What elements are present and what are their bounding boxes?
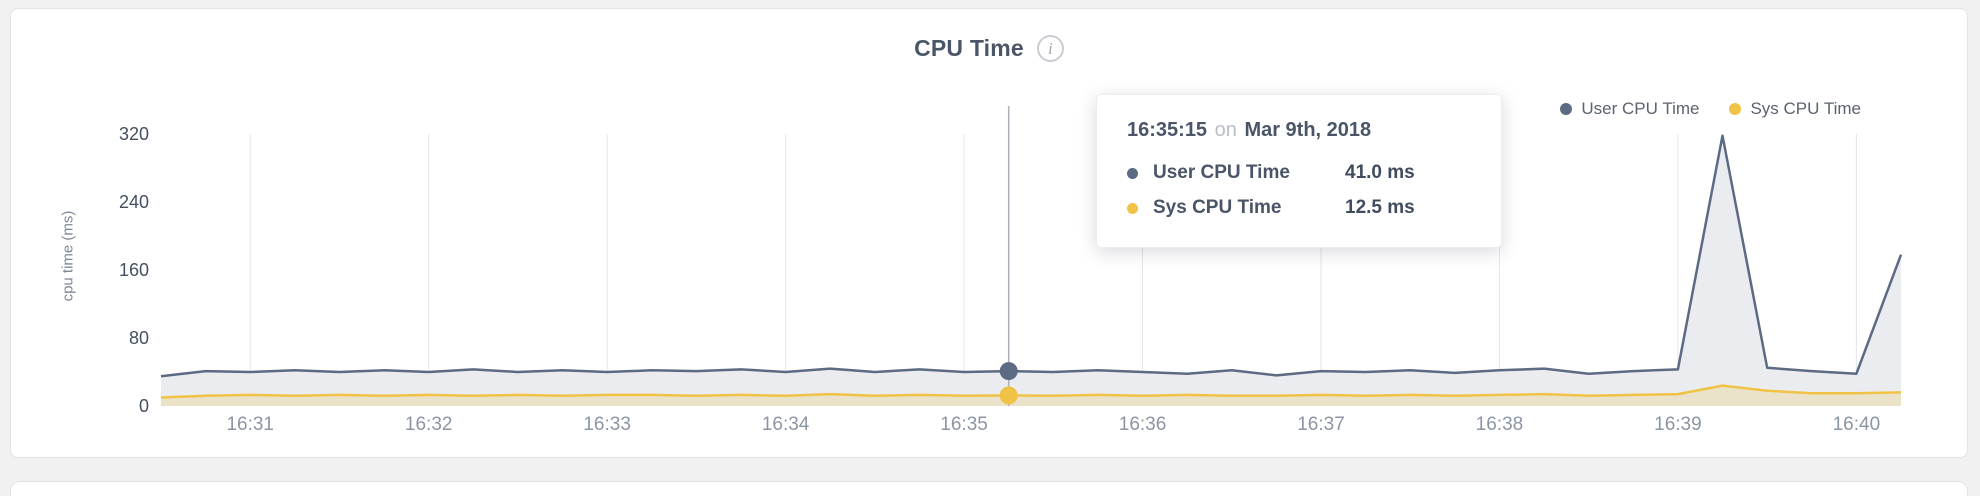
tooltip-title: 16:35:15 on Mar 9th, 2018	[1127, 119, 1473, 142]
x-tick-label: 16:40	[1832, 414, 1881, 435]
next-card-top-edge	[10, 481, 1968, 496]
y-tick-label: 320	[118, 124, 149, 144]
chart-legend: User CPU Time Sys CPU Time	[1560, 99, 1861, 119]
tooltip-series-value: 12.5 ms	[1345, 197, 1415, 218]
tooltip-row-sys-cpu-time: Sys CPU Time 12.5 ms	[1127, 197, 1473, 219]
legend-label: User CPU Time	[1581, 99, 1700, 118]
chart-title: CPU Time	[914, 35, 1024, 61]
y-tick-label: 240	[118, 192, 149, 212]
x-tick-label: 16:34	[761, 414, 810, 435]
x-tick-label: 16:33	[583, 414, 631, 435]
legend-item-sys-cpu-time[interactable]: Sys CPU Time	[1729, 99, 1861, 119]
x-tick-label: 16:39	[1654, 414, 1702, 435]
user-cpu-area	[161, 135, 1901, 406]
cpu-time-chart[interactable]	[160, 106, 1903, 406]
x-tick-label: 16:37	[1297, 414, 1345, 435]
legend-dot-icon	[1560, 103, 1573, 115]
tooltip-series-value: 41.0 ms	[1345, 162, 1415, 183]
x-tick-label: 16:31	[226, 414, 274, 435]
sys-cpu-line	[160, 384, 1902, 399]
hover-sys-dot	[999, 386, 1018, 405]
x-tick-label: 16:38	[1475, 414, 1524, 435]
tooltip-series-dot-icon	[1127, 167, 1138, 179]
tooltip-series-dot-icon	[1127, 202, 1138, 214]
x-tick-label: 16:35	[940, 414, 988, 435]
legend-item-user-cpu-time[interactable]: User CPU Time	[1560, 99, 1699, 119]
chart-tooltip: 16:35:15 on Mar 9th, 2018 User CPU Time 4…	[1096, 94, 1502, 248]
tooltip-date: Mar 9th, 2018	[1244, 119, 1372, 141]
x-axis-ticks: 16:31 16:32 16:33 16:34 16:35 16:36 16:37 16:38…	[161, 414, 1901, 440]
tooltip-series-label: User CPU Time	[1153, 162, 1290, 183]
hover-user-dot	[999, 362, 1018, 381]
tooltip-on-word: on	[1214, 119, 1237, 141]
card-header: CPU Time i	[11, 35, 1967, 62]
tooltip-series-label: Sys CPU Time	[1153, 197, 1282, 218]
tooltip-row-user-cpu-time: User CPU Time 41.0 ms	[1127, 162, 1473, 184]
info-icon[interactable]: i	[1036, 35, 1064, 62]
cpu-time-card: CPU Time i User CPU Time Sys CPU Time cpu…	[10, 8, 1968, 458]
tooltip-time: 16:35:15	[1127, 119, 1208, 141]
y-tick-label: 80	[128, 328, 149, 348]
tooltip-rows: User CPU Time 41.0 ms Sys CPU Time 12.5 ms	[1127, 162, 1473, 219]
user-cpu-line	[160, 134, 1903, 378]
x-tick-label: 16:32	[404, 414, 453, 435]
y-tick-label: 160	[118, 260, 149, 280]
x-tick-label: 16:36	[1118, 414, 1167, 435]
legend-dot-icon	[1729, 103, 1742, 115]
y-axis-ticks: 320 240 160 80 0	[71, 106, 149, 416]
legend-label: Sys CPU Time	[1750, 99, 1861, 118]
y-tick-label: 0	[138, 396, 149, 416]
